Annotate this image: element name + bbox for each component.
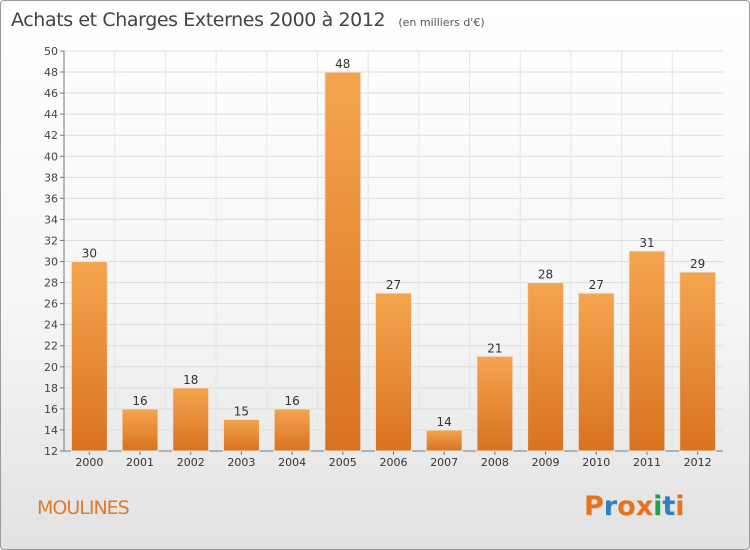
x-tick-label: 2011: [633, 456, 661, 469]
x-tick-label: 2008: [481, 456, 509, 469]
y-tick-label: 48: [44, 66, 58, 79]
bar-value-label: 18: [183, 373, 198, 387]
y-tick-label: 30: [44, 256, 58, 269]
logo-letter: r: [603, 491, 618, 522]
bar: [222, 418, 260, 452]
y-tick-label: 36: [44, 192, 58, 205]
bar-value-label: 16: [132, 394, 147, 408]
y-tick-label: 32: [44, 234, 58, 247]
y-tick-label: 16: [44, 403, 58, 416]
y-tick-label: 26: [44, 298, 58, 311]
chart-subtitle: (en milliers d'€): [398, 16, 485, 29]
bar-value-label: 21: [487, 341, 502, 355]
x-tick-label: 2000: [75, 456, 103, 469]
bar-value-label: 28: [538, 268, 553, 282]
x-tick-label: 2007: [430, 456, 458, 469]
y-tick-label: 50: [44, 45, 58, 58]
bar: [527, 282, 565, 452]
bar-value-label: 27: [589, 278, 604, 292]
chart-title: Achats et Charges Externes 2000 à 2012: [11, 9, 386, 31]
bar: [425, 429, 463, 452]
logo-letter: t: [662, 491, 676, 522]
y-tick-label: 14: [44, 424, 58, 437]
bar: [628, 250, 666, 452]
y-tick-label: 12: [44, 445, 58, 458]
label-layer: 30 16 18 15 16 48 27 14 21 28 27 31 29: [82, 57, 706, 429]
bar-value-label: 15: [234, 404, 249, 418]
y-tick-label: 22: [44, 340, 58, 353]
y-tick-label: 34: [44, 213, 58, 226]
y-tick-label: 20: [44, 361, 58, 374]
y-tick-label: 24: [44, 319, 58, 332]
bar: [577, 292, 615, 452]
x-tick-label: 2004: [278, 456, 306, 469]
y-tick-label: 28: [44, 277, 58, 290]
commune-name: MOULINES: [37, 497, 130, 519]
y-tick-label: 42: [44, 129, 58, 142]
bar-value-label: 16: [284, 394, 299, 408]
bar-value-label: 30: [82, 247, 97, 261]
bar: [476, 355, 514, 452]
x-tick-label: 2003: [227, 456, 255, 469]
bar: [324, 71, 362, 452]
logo-letter: P: [584, 491, 604, 522]
x-tick-label: 2012: [684, 456, 712, 469]
proxiti-logo: Proxiti: [584, 491, 685, 522]
bar: [70, 261, 108, 452]
x-tick-label: 2010: [582, 456, 610, 469]
y-tick-label: 38: [44, 171, 58, 184]
bar: [375, 292, 412, 452]
x-tick-label: 2009: [532, 456, 560, 469]
y-tick-label: 40: [44, 150, 58, 163]
logo-letter: x: [635, 491, 654, 522]
bar-value-label: 31: [639, 236, 654, 250]
bar: [172, 387, 210, 452]
bar-value-label: 48: [335, 57, 350, 71]
bar-value-label: 27: [386, 278, 401, 292]
bar-value-label: 29: [690, 257, 705, 271]
bar: [679, 271, 717, 452]
y-tick-label: 46: [44, 87, 58, 100]
x-tick-label: 2006: [380, 456, 408, 469]
bar-value-label: 14: [437, 415, 452, 429]
y-tick-label: 44: [44, 108, 58, 121]
logo-letter: i: [653, 491, 663, 522]
bar: [121, 408, 159, 452]
x-tick-label: 2005: [329, 456, 357, 469]
bar-layer: [70, 71, 717, 452]
bar: [273, 408, 311, 452]
y-tick-label: 18: [44, 382, 58, 395]
x-tick-label: 2002: [177, 456, 205, 469]
x-tick-label: 2001: [126, 456, 154, 469]
logo-letter: i: [675, 491, 685, 522]
title-row: Achats et Charges Externes 2000 à 2012 (…: [11, 9, 485, 31]
logo-letter: o: [617, 491, 636, 522]
